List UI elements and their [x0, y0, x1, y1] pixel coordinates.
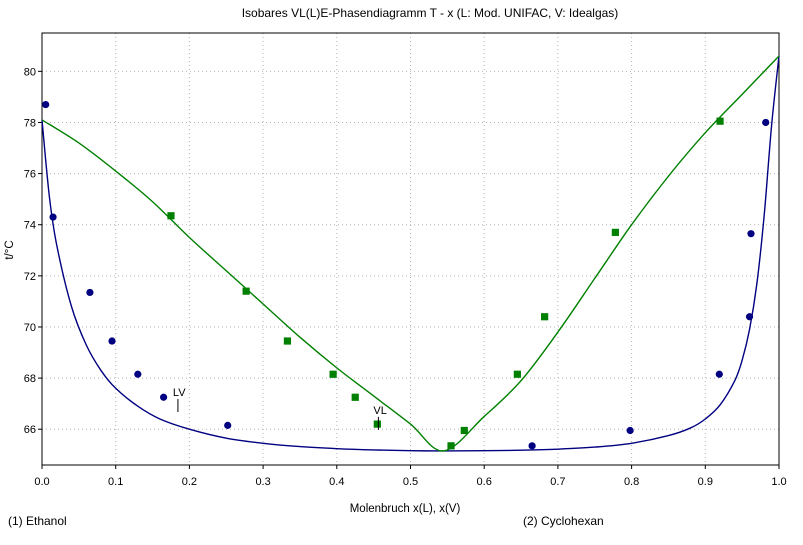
x-tick-label: 0.0	[34, 476, 49, 488]
annotation-vl: VL	[373, 405, 386, 417]
liquid-data-point	[108, 337, 116, 345]
vapor-data-point	[167, 212, 175, 220]
y-tick-label: 68	[24, 373, 36, 385]
x-axis-label: Molenbruch x(L), x(V)	[350, 503, 461, 515]
liquid-data-point	[42, 100, 50, 109]
y-tick-label: 80	[24, 66, 36, 78]
vapor-data-point	[351, 393, 359, 401]
model-curves	[41, 55, 780, 452]
x-tick-label: 0.9	[698, 476, 713, 488]
vapor-data-point	[513, 370, 521, 378]
measured-points	[42, 100, 770, 450]
vapor-data-point	[283, 337, 292, 345]
x-tick-label: 0.3	[255, 476, 270, 488]
y-tick-label: 66	[24, 424, 36, 436]
x-tick-label: 0.5	[403, 476, 418, 488]
vapor-model-curve	[41, 55, 780, 452]
x-tick-label: 0.4	[329, 476, 344, 488]
y-tick-label: 78	[24, 117, 36, 129]
liquid-data-point	[626, 426, 634, 435]
y-tick-label: 72	[24, 271, 36, 283]
x-tick-label: 0.8	[624, 476, 639, 488]
y-tick-label: 74	[24, 220, 36, 232]
liquid-data-point	[762, 118, 770, 127]
x-tick-label: 1.0	[771, 476, 786, 488]
vapor-data-point	[329, 370, 337, 378]
vapor-data-point	[242, 287, 250, 295]
component-1-label: (1) Ethanol	[8, 514, 67, 528]
liquid-data-point	[715, 370, 723, 378]
vapor-data-point	[541, 313, 549, 321]
y-tick-label: 76	[24, 169, 36, 181]
liquid-data-point	[160, 393, 168, 401]
grid-layer	[42, 33, 779, 465]
liquid-data-point	[134, 370, 142, 378]
vapor-data-point	[716, 117, 724, 125]
axis-ticks: 0.0 0.1 0.2 0.3 0.4 0.5 0.6 0.7 0.8 0.9 1.0 66 68 70 7…	[24, 66, 787, 488]
vapor-data-point	[373, 420, 381, 428]
liquid-data-point	[49, 213, 57, 221]
x-tick-label: 0.7	[550, 476, 565, 488]
vapor-data-point	[447, 442, 455, 450]
vapor-data-point	[611, 228, 619, 236]
liquid-data-point	[86, 288, 94, 297]
x-tick-label: 0.1	[108, 476, 123, 488]
annotation-lv: LV	[173, 387, 186, 399]
vapor-data-point	[460, 426, 468, 435]
liquid-data-point	[747, 230, 755, 238]
x-tick-label: 0.2	[182, 476, 197, 488]
chart-title: Isobares VL(L)E-Phasendiagramm T - x (L:…	[242, 6, 619, 20]
liquid-data-point	[528, 442, 536, 450]
component-2-label: (2) Cyclohexan	[523, 514, 604, 528]
annotations: LV VL	[173, 387, 387, 430]
liquid-data-point	[745, 313, 754, 321]
y-axis-label: t/°C	[4, 240, 16, 259]
x-tick-label: 0.6	[477, 476, 492, 488]
y-tick-label: 70	[24, 322, 36, 334]
liquid-data-point	[224, 421, 232, 429]
